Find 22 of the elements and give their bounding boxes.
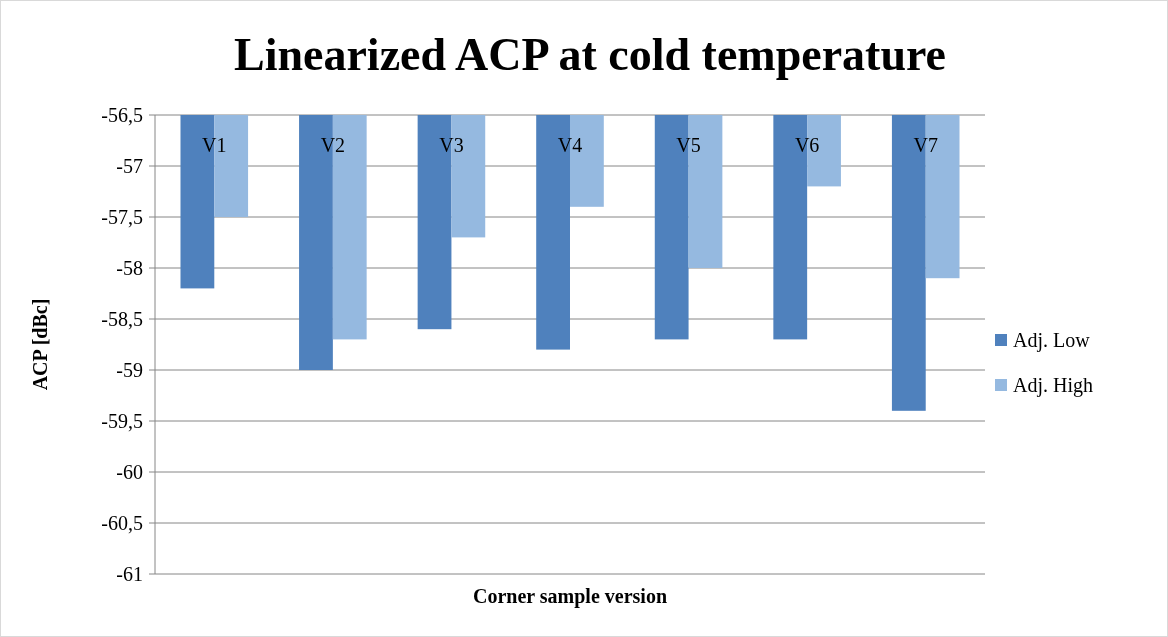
y-axis-title: ACP [dBc] bbox=[29, 298, 51, 391]
y-tick-label: -59 bbox=[116, 359, 143, 381]
x-tick-label: V7 bbox=[913, 134, 938, 156]
legend-label: Adj. High bbox=[1013, 374, 1093, 397]
x-axis-title: Corner sample version bbox=[472, 585, 668, 608]
legend-label: Adj. Low bbox=[1013, 329, 1091, 352]
x-tick-label: V2 bbox=[320, 134, 346, 156]
y-tick-label: -57,5 bbox=[101, 206, 143, 228]
x-tick-label: V6 bbox=[794, 134, 820, 156]
y-tick-label: -58 bbox=[116, 257, 143, 279]
y-tick-label: -61 bbox=[116, 563, 143, 585]
y-tick-label: -56,5 bbox=[101, 104, 143, 126]
x-tick-label: V3 bbox=[439, 134, 464, 156]
y-tick-label: -60 bbox=[116, 461, 143, 483]
y-tick-label: -59,5 bbox=[101, 410, 143, 432]
x-tick-label: V4 bbox=[557, 134, 583, 156]
chart-title: Linearized ACP at cold temperature bbox=[233, 29, 947, 80]
y-tick-label: -57 bbox=[116, 155, 143, 177]
y-tick-label: -60,5 bbox=[101, 512, 143, 534]
x-tick-label: V1 bbox=[202, 134, 227, 156]
x-tick-label: V5 bbox=[676, 134, 701, 156]
y-tick-label: -58,5 bbox=[101, 308, 143, 330]
